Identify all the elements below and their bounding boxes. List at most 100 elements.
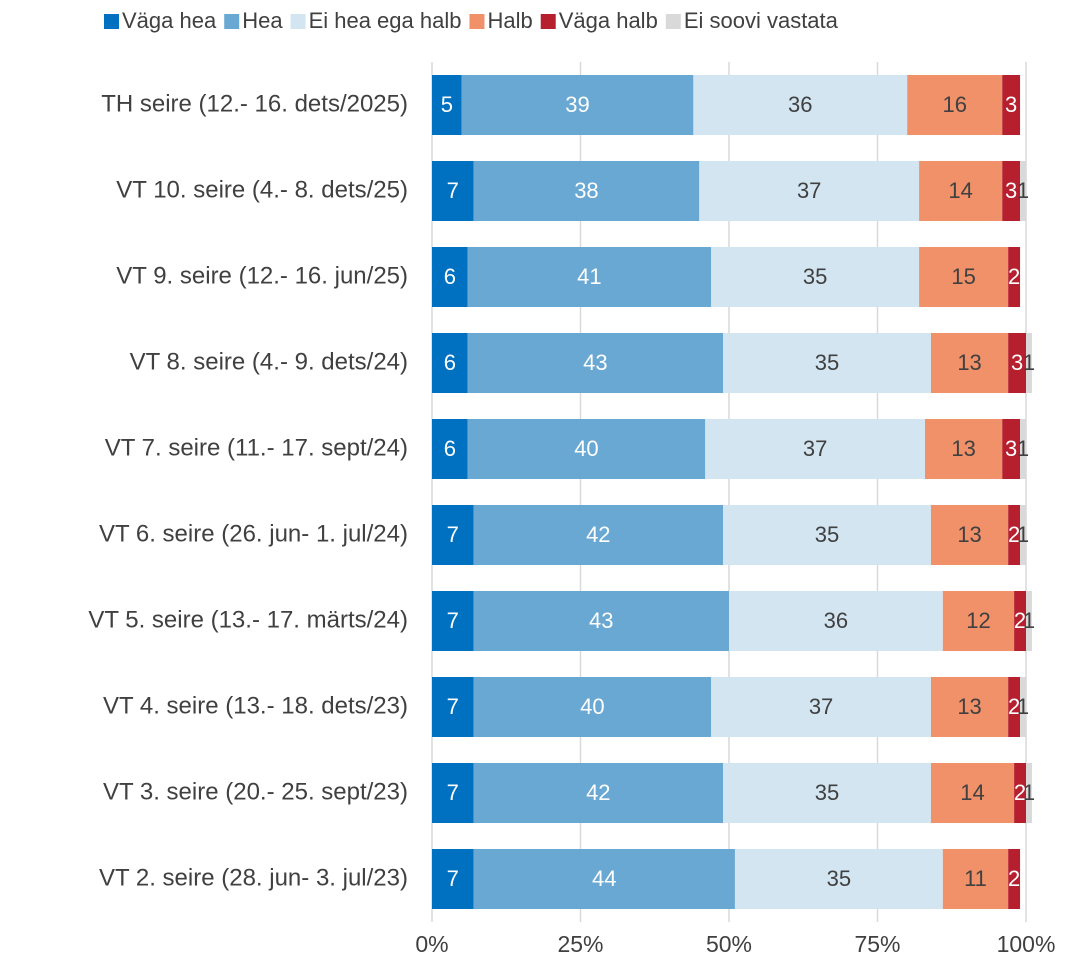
y-tick-label: VT 3. seire (20.- 25. sept/23): [103, 778, 408, 805]
bar-segment: [942, 849, 1009, 909]
bar-segment: [930, 763, 1015, 823]
data-label: 3: [1005, 178, 1017, 203]
data-label: 14: [960, 780, 984, 805]
bar-segment: [432, 763, 474, 823]
bar-segment: [1026, 591, 1032, 651]
bar-segment: [1014, 763, 1026, 823]
bar-segment: [1008, 505, 1021, 565]
bar-segment: [930, 677, 1009, 737]
bar-segment: [432, 505, 474, 565]
data-label: 37: [809, 694, 833, 719]
legend-label: Väga hea: [122, 8, 217, 33]
bar-segment: [473, 505, 724, 565]
data-label: 5: [441, 92, 453, 117]
y-tick-label: VT 10. seire (4.- 8. dets/25): [116, 176, 408, 203]
data-label: 7: [447, 608, 459, 633]
bar-segment: [729, 591, 943, 651]
data-label: 2: [1014, 780, 1026, 805]
data-label: 42: [586, 522, 610, 547]
data-label: 13: [951, 436, 975, 461]
bar-segment: [699, 161, 920, 221]
x-tick-label: 50%: [706, 931, 752, 957]
bar-segment: [1026, 333, 1032, 393]
bar-segment: [432, 677, 474, 737]
y-tick-label: VT 4. seire (13.- 18. dets/23): [103, 692, 408, 719]
y-tick-label: VT 5. seire (13.- 17. märts/24): [88, 606, 408, 633]
data-label: 13: [957, 350, 981, 375]
y-tick-label: VT 9. seire (12.- 16. jun/25): [116, 262, 408, 289]
data-label: 12: [966, 608, 990, 633]
legend-label: Halb: [487, 8, 532, 33]
y-tick-label: TH seire (12.- 16. dets/2025): [101, 90, 408, 117]
data-label: 13: [957, 522, 981, 547]
legend-swatch: [665, 14, 681, 29]
bar-segment: [432, 75, 462, 135]
data-label: 37: [803, 436, 827, 461]
x-tick-label: 100%: [997, 931, 1056, 957]
bar-segment: [467, 419, 706, 479]
data-label: 15: [951, 264, 975, 289]
bar-segment: [734, 849, 943, 909]
bar-segment: [919, 247, 1009, 307]
bar-segment: [1020, 419, 1026, 479]
data-label: 35: [827, 866, 851, 891]
x-tick-label: 25%: [557, 931, 603, 957]
data-label: 2: [1008, 866, 1020, 891]
legend-swatch: [290, 14, 306, 29]
data-label: 37: [797, 178, 821, 203]
bar-segment: [432, 419, 468, 479]
bar-segment: [705, 419, 926, 479]
data-label: 35: [815, 522, 839, 547]
data-label: 7: [447, 694, 459, 719]
data-label: 7: [447, 178, 459, 203]
bar-segment: [1008, 677, 1021, 737]
legend-swatch: [104, 14, 119, 29]
data-label: 35: [815, 780, 839, 805]
data-label: 36: [824, 608, 848, 633]
data-label: 1: [1017, 436, 1029, 461]
data-label: 1: [1017, 694, 1029, 719]
bar-segment: [432, 591, 474, 651]
bar-segment: [907, 75, 1003, 135]
bar-segment: [473, 763, 724, 823]
bar-segment: [432, 849, 474, 909]
data-label: 1: [1017, 178, 1029, 203]
data-label: 42: [586, 780, 610, 805]
bar-segment: [930, 505, 1009, 565]
bar-segment: [1008, 333, 1026, 393]
bar-segment: [942, 591, 1015, 651]
data-label: 14: [948, 178, 972, 203]
data-label: 16: [942, 92, 966, 117]
data-label: 44: [592, 866, 616, 891]
data-label: 39: [565, 92, 589, 117]
data-label: 43: [583, 350, 607, 375]
legend-label: Ei hea ega halb: [309, 8, 462, 33]
legend-label: Hea: [242, 8, 283, 33]
x-tick-label: 75%: [854, 931, 900, 957]
bar-segment: [473, 591, 729, 651]
data-label: 40: [574, 436, 598, 461]
data-label: 7: [447, 780, 459, 805]
y-tick-label: VT 2. seire (28. jun- 3. jul/23): [99, 864, 408, 891]
bar-segment: [467, 247, 712, 307]
bar-segment: [473, 849, 735, 909]
bar-segment: [432, 247, 468, 307]
data-label: 1: [1017, 522, 1029, 547]
legend-swatch: [540, 14, 556, 29]
y-tick-label: VT 6. seire (26. jun- 1. jul/24): [99, 520, 408, 547]
bar-segment: [461, 75, 694, 135]
legend-swatch: [469, 14, 485, 29]
data-label: 7: [447, 522, 459, 547]
data-label: 2: [1014, 608, 1026, 633]
data-label: 6: [444, 264, 456, 289]
bar-segment: [1026, 763, 1032, 823]
bar-segment: [467, 333, 724, 393]
bar-segment: [473, 161, 700, 221]
data-label: 35: [815, 350, 839, 375]
bar-segment: [723, 333, 931, 393]
legend-label: Ei soovi vastata: [684, 8, 839, 33]
data-label: 1: [1023, 350, 1035, 375]
bar-segment: [1020, 677, 1026, 737]
data-label: 11: [964, 866, 987, 891]
bar-segment: [1002, 75, 1021, 135]
